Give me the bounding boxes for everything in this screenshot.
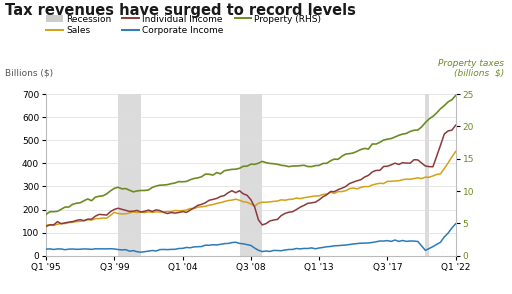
Text: Tax revenues have surged to record levels: Tax revenues have surged to record level… [5, 3, 356, 18]
Legend: Recession, Sales, Individual Income, Corporate Income, Property (RHS): Recession, Sales, Individual Income, Cor… [47, 14, 322, 35]
Bar [118, 94, 141, 256]
Text: Billions ($): Billions ($) [5, 69, 53, 78]
Bar [240, 94, 262, 256]
Text: Property taxes
(billions  $): Property taxes (billions $) [438, 59, 504, 78]
Bar [425, 94, 429, 256]
